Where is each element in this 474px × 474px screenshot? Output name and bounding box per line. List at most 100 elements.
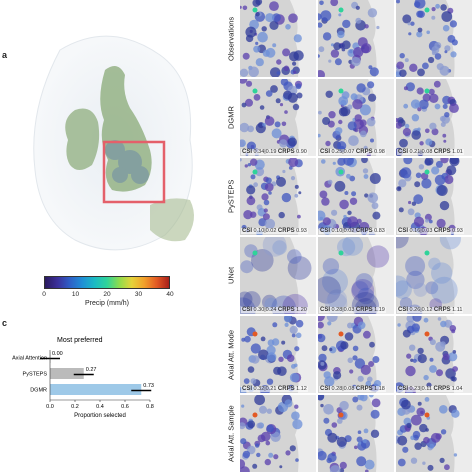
precip-peak xyxy=(338,412,344,418)
precip-cell xyxy=(408,32,412,36)
precip-cell xyxy=(396,237,409,249)
csi-prefix: CSI xyxy=(242,149,253,155)
precip-cell xyxy=(333,42,342,51)
precip-cell xyxy=(322,258,340,275)
precip-cell xyxy=(329,347,333,352)
precip-cell xyxy=(364,24,369,29)
precip-cell xyxy=(246,196,256,206)
precip-field xyxy=(240,79,316,156)
precip-cell xyxy=(240,122,250,133)
precip-cell xyxy=(341,91,350,100)
precip-cell xyxy=(240,139,244,147)
precip-cell xyxy=(245,26,257,38)
precip-cell xyxy=(369,67,379,77)
precip-cell xyxy=(275,98,281,104)
precip-cell xyxy=(416,407,426,417)
precip-cell xyxy=(367,376,373,383)
precip-cell xyxy=(335,127,343,135)
value-label: 0.00 xyxy=(52,351,63,357)
csi-prefix: CSI xyxy=(398,149,409,155)
csi-prefix: CSI xyxy=(398,307,409,313)
precip-cell xyxy=(355,17,362,24)
precip-cell xyxy=(410,457,418,464)
precip-cell xyxy=(406,353,412,359)
csi-value: 0.10|0.02 xyxy=(252,228,278,234)
precip-cell xyxy=(339,199,349,210)
precip-cell xyxy=(442,24,450,32)
precip-cell xyxy=(352,396,359,403)
crps-value: 1.18 xyxy=(372,386,385,392)
precip-cell xyxy=(248,66,259,77)
precip-cell xyxy=(349,369,354,374)
precip-cell xyxy=(452,350,457,354)
crps-prefix: CRPS xyxy=(433,307,451,313)
coastline xyxy=(446,158,472,235)
precip-cell xyxy=(289,372,300,383)
precip-cell xyxy=(318,133,321,138)
precip-field xyxy=(318,79,394,156)
forecast-tile: CSI 0.23|0.11 CRPS 1.04 xyxy=(396,316,472,393)
forecast-tile xyxy=(240,395,316,472)
precip-cell xyxy=(424,158,434,166)
category-label: Axial Attention xyxy=(12,356,47,362)
precip-cell xyxy=(347,121,357,131)
precip-cell xyxy=(338,43,344,49)
colorbar-tick: 20 xyxy=(103,291,111,298)
uk-radar-map xyxy=(0,0,230,270)
precip-cell xyxy=(403,86,408,91)
precip-cell xyxy=(417,127,421,131)
precip-cell xyxy=(418,164,425,170)
csi-value: 0.25|0.07 xyxy=(330,149,356,155)
precip-cell xyxy=(398,179,407,188)
precip-cell xyxy=(402,14,412,24)
precip-cell xyxy=(271,128,282,139)
precip-cell xyxy=(417,353,427,364)
precip-cell xyxy=(423,317,429,323)
colorbar-tick: 10 xyxy=(71,291,80,298)
precip-cell xyxy=(318,46,325,53)
panel-a-letter: a xyxy=(2,50,8,60)
precip-cell xyxy=(397,186,401,190)
precip-cell xyxy=(282,48,291,57)
crps-value: 1.01 xyxy=(450,149,463,155)
precip-cell xyxy=(370,409,380,419)
precip-cell xyxy=(318,13,322,21)
precip-cell xyxy=(359,130,367,138)
precip-cell xyxy=(444,464,450,471)
metric-label: CSI 0.34|0.19 CRPS 0.90 xyxy=(241,149,308,155)
precip-cell xyxy=(284,110,288,114)
precip-cell xyxy=(331,209,338,216)
precip-cell xyxy=(356,218,362,224)
precip-cell xyxy=(417,68,425,77)
forecast-tile: CSI 0.32|0.21 CRPS 1.12 xyxy=(240,316,316,393)
precip-cell xyxy=(364,193,369,198)
precip-cell xyxy=(444,50,448,54)
precip-cell xyxy=(351,279,375,302)
row-label: UNet xyxy=(226,266,236,285)
precip-cell xyxy=(272,13,281,22)
coastline xyxy=(446,316,472,393)
crps-value: 0.98 xyxy=(372,149,385,155)
precip-field xyxy=(396,237,472,314)
precip-cell xyxy=(363,145,368,150)
precip-field xyxy=(318,237,394,314)
precip-cell xyxy=(409,63,418,72)
precip-cell xyxy=(258,349,269,361)
precip-cell xyxy=(294,193,299,198)
precip-cell xyxy=(339,461,347,469)
metric-label: CSI 0.32|0.21 CRPS 1.12 xyxy=(241,386,308,392)
precip-cell xyxy=(318,333,326,343)
precip-cell xyxy=(279,103,284,107)
precip-cell xyxy=(365,380,372,387)
precip-cell xyxy=(370,429,380,438)
precip-cell xyxy=(283,316,292,323)
precip-cell xyxy=(337,418,343,424)
precip-cell xyxy=(264,458,271,466)
precip-cell xyxy=(417,107,422,112)
coastline xyxy=(368,316,394,393)
precip-field xyxy=(318,158,394,235)
precip-cell xyxy=(413,194,424,205)
precip-cell xyxy=(361,158,368,164)
precip-cell xyxy=(410,414,422,426)
precip-cell xyxy=(423,374,429,381)
